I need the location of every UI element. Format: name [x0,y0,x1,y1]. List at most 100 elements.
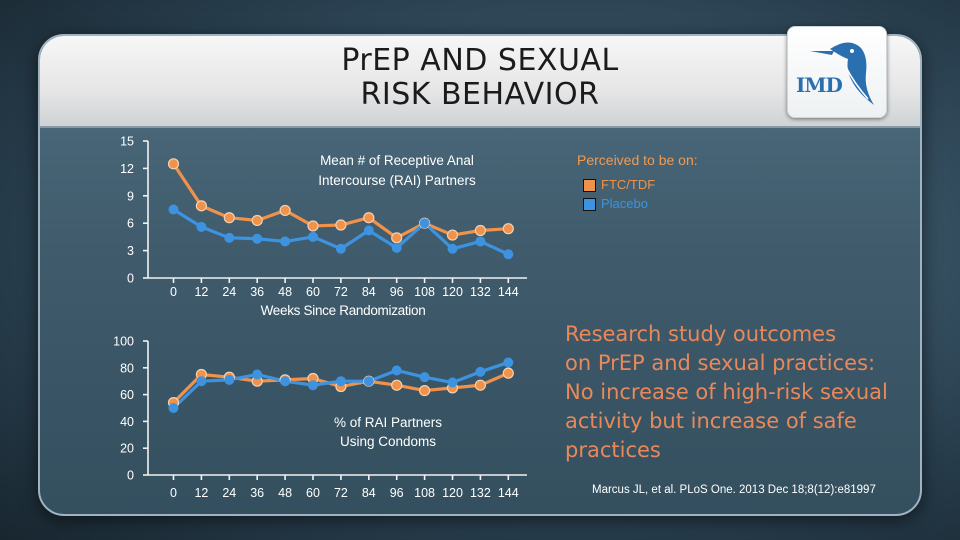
citation: Marcus JL, et al. PLoS One. 2013 Dec 18;… [592,484,876,496]
data-point [474,379,486,391]
kingfisher-logo-icon [810,42,874,105]
x-tick-label: 144 [498,285,519,299]
y-tick-label: 0 [127,469,134,483]
data-point [475,366,486,377]
x-tick-label: 96 [390,486,404,500]
data-point [224,374,235,385]
data-point [308,231,318,242]
legend-swatch-ftc [583,179,596,192]
x-tick-label: 36 [250,486,264,500]
x-axis-label: Weeks Since Randomization [261,303,426,318]
data-point [475,236,486,247]
x-tick-label: 24 [222,486,236,500]
x-tick-label: 12 [194,486,208,500]
data-point [503,357,514,368]
logo-text: IMD [796,73,843,97]
data-point [195,200,207,212]
slide-frame: PrEP AND SEXUAL RISK BEHAVIOR [38,34,922,516]
data-point [224,232,235,243]
data-point [168,204,179,215]
y-tick-label: 12 [120,162,134,176]
summary-line: on PrEP and sexual practices: [565,351,876,375]
data-point [447,377,458,388]
x-tick-label: 24 [222,285,236,299]
x-tick-label: 12 [194,285,208,299]
y-tick-label: 100 [113,335,134,349]
x-tick-label: 96 [390,285,404,299]
data-point [502,223,514,235]
y-tick-label: 9 [127,189,134,203]
legend-label-ftc: FTC/TDF [601,177,656,192]
y-tick-label: 3 [127,244,134,258]
x-tick-label: 120 [442,486,463,500]
title-line-1: PrEP AND SEXUAL [341,43,619,78]
data-point [446,229,459,241]
data-point [503,249,514,260]
summary-line: activity but increase of safe [565,409,857,433]
data-point [335,243,346,254]
x-tick-label: 72 [334,486,348,500]
x-tick-label: 108 [414,486,435,500]
data-point [168,403,179,413]
data-point [251,214,263,227]
data-point [307,220,319,232]
legend-title: Perceived to be on: [577,152,698,168]
data-point [363,212,375,224]
summary-text: Research study outcomes on PrEP and sexu… [565,320,925,465]
slide-title: PrEP AND SEXUAL RISK BEHAVIOR [190,44,770,112]
legend-swatch-placebo [583,198,596,211]
data-point [419,372,430,383]
data-point [419,218,430,229]
x-tick-label: 48 [278,285,292,299]
data-point [391,379,403,391]
chart-title-line: % of RAI Partners [334,415,442,430]
title-line-2: RISK BEHAVIOR [360,77,600,112]
legend-label-placebo: Placebo [601,196,648,211]
x-tick-label: 72 [334,285,348,299]
y-tick-label: 60 [120,388,134,402]
data-point [419,384,431,397]
chart-2: 0 20 40 60 80 100 0 12 24 36 48 60 72 84 96 108 120 132 14… [113,335,527,500]
x-tick-label: 60 [306,486,320,500]
data-point [196,221,207,232]
x-tick-label: 60 [306,285,320,299]
data-point [252,369,263,380]
y-tick-label: 20 [120,442,134,456]
x-tick-label: 0 [170,486,177,500]
data-point [252,233,263,244]
y-tick-label: 15 [120,135,134,149]
data-point [363,225,374,236]
x-tick-label: 84 [362,486,376,500]
slide-header: PrEP AND SEXUAL RISK BEHAVIOR [40,36,920,128]
data-point [308,380,318,391]
chart-title-line: Intercourse (RAI) Partners [318,173,476,188]
data-point [335,376,346,387]
data-point [167,158,180,170]
y-tick-label: 6 [127,217,134,231]
chart-title-line: Using Condoms [340,434,436,449]
data-point [196,376,207,387]
x-tick-label: 144 [498,486,519,500]
data-point [391,365,402,376]
data-point [447,243,458,254]
data-point [279,204,291,217]
data-point [280,236,291,247]
x-tick-label: 132 [470,285,491,299]
x-tick-label: 36 [250,285,264,299]
x-tick-label: 0 [170,285,177,299]
summary-line: practices [565,438,661,462]
data-point [223,212,235,224]
y-tick-label: 0 [127,272,134,286]
summary-line: No increase of high-risk sexual [565,380,888,404]
x-tick-label: 48 [278,486,292,500]
imd-logo: IMD [787,26,887,118]
chart-title-line: Mean # of Receptive Anal [320,153,474,168]
y-tick-label: 40 [120,415,134,429]
data-point [280,376,291,387]
x-tick-label: 108 [414,285,435,299]
x-tick-label: 120 [442,285,463,299]
data-point [502,367,514,379]
